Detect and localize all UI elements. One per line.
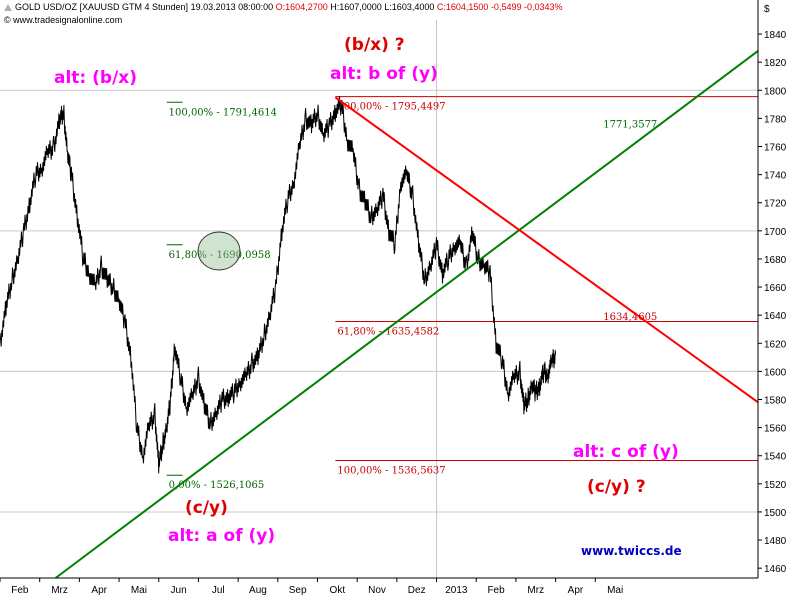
grid-lines	[0, 20, 758, 578]
y-tick-label: 1780	[764, 114, 787, 125]
y-tick-label: 1460	[764, 564, 787, 575]
highlight-circle	[197, 231, 241, 271]
header-open: O:1604,2700	[275, 2, 328, 12]
trend-line-green	[54, 50, 759, 579]
header-symbol: GOLD USD/OZ [XAUUSD GTM 4 Stunden]	[15, 2, 189, 12]
y-tick-label: 1680	[764, 255, 787, 266]
currency-symbol: $	[764, 4, 770, 15]
x-tick-label: 2013	[445, 585, 468, 596]
annotation-alt-b-of-y: alt: b of (y)	[330, 64, 438, 84]
x-tick-label: Okt	[330, 585, 346, 596]
trend-line-red	[334, 96, 759, 404]
value-label: 1634,4605	[603, 312, 657, 323]
y-tick-label: 1580	[764, 395, 787, 406]
y-tick-label: 1560	[764, 424, 787, 435]
annotation-bx: (b/x) ?	[344, 35, 405, 55]
x-tick-label: Jun	[171, 585, 187, 596]
y-tick-label: 1840	[764, 30, 787, 41]
source-credit: © www.tradesignalonline.com	[4, 15, 123, 25]
header-datetime: 19.03.2013 08:00:00	[190, 2, 274, 12]
fib-level-label: 0,00% - 1526,1065	[169, 480, 265, 491]
fib-level-label: 100,00% - 1536,5637	[337, 466, 445, 477]
y-tick-label: 1760	[764, 142, 787, 153]
y-tick-label: 1540	[764, 452, 787, 463]
x-tick-label: Dez	[408, 585, 426, 596]
annotation-alt-bx: alt: (b/x)	[54, 68, 138, 88]
chart-header: GOLD USD/OZ [XAUUSD GTM 4 Stunden] 19.03…	[4, 2, 563, 12]
fib-level-label: 61,80% - 1690,0958	[169, 250, 271, 261]
x-tick-label: Apr	[91, 585, 107, 596]
x-tick-label: Aug	[249, 585, 267, 596]
y-tick-label: 1660	[764, 283, 787, 294]
y-tick-label: 1700	[764, 227, 787, 238]
annotation-alt-a-of-y: alt: a of (y)	[168, 526, 276, 546]
axes: 1460 1480 1500 1520 1540 1560 1580 1600 1620 1640…	[0, 0, 787, 596]
annotation-cy-right: (c/y) ?	[587, 477, 646, 497]
header-low: L:1603,4000	[384, 2, 435, 12]
fib-level-label: 100,00% - 1795,4497	[337, 102, 445, 113]
x-tick-label: Mai	[131, 585, 147, 596]
x-tick-label: Mai	[607, 585, 623, 596]
header-close: C:1604,1500	[436, 2, 489, 12]
y-tick-label: 1800	[764, 86, 787, 97]
header-high: H:1607,0000	[330, 2, 382, 12]
x-tick-label: Mrz	[527, 585, 544, 596]
website-label: www.twiccs.de	[581, 544, 682, 558]
y-tick-label: 1620	[764, 339, 787, 350]
y-tick-label: 1820	[764, 58, 787, 69]
y-tick-label: 1740	[764, 171, 787, 182]
y-tick-label: 1640	[764, 311, 787, 322]
y-tick-label: 1500	[764, 508, 787, 519]
y-tick-label: 1520	[764, 480, 787, 491]
x-tick-label: Sep	[289, 585, 307, 596]
price-line	[0, 95, 557, 474]
triangle-icon	[4, 4, 12, 11]
fib-level-label: 100,00% - 1791,4614	[169, 107, 277, 118]
y-tick-label: 1720	[764, 199, 787, 210]
x-tick-label: Jul	[212, 585, 225, 596]
x-tick-label: Feb	[11, 585, 29, 596]
fibonacci-levels: 100,00% - 1791,4614 61,80% - 1690,0958 0,0…	[166, 96, 758, 491]
y-tick-label: 1600	[764, 367, 787, 378]
annotation-cy-left: (c/y)	[185, 498, 228, 518]
value-label: 1771,3577	[603, 120, 657, 131]
annotation-alt-c-of-y: alt: c of (y)	[573, 442, 679, 462]
y-tick-label: 1480	[764, 536, 787, 547]
fib-level-label: 61,80% - 1635,4582	[337, 327, 439, 338]
series-layer: 1771,3577 1634,4605	[0, 50, 759, 579]
header-change: -0,5499 -0,0343%	[490, 2, 563, 12]
x-tick-label: Mrz	[51, 585, 68, 596]
x-tick-label: Nov	[368, 585, 386, 596]
x-tick-label: Feb	[487, 585, 505, 596]
x-tick-label: Apr	[568, 585, 584, 596]
